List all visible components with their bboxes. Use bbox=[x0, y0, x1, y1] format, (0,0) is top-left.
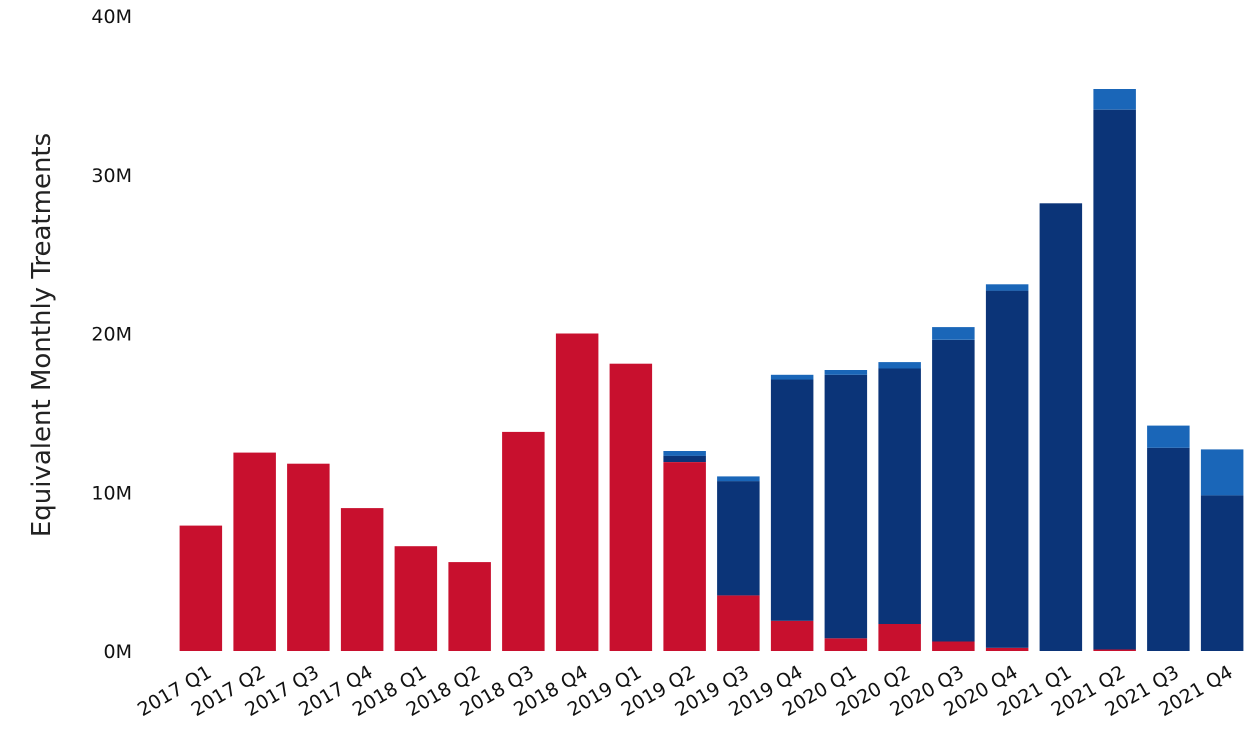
bars bbox=[179, 89, 1244, 652]
bar-segment bbox=[1147, 447, 1190, 651]
bar-segment bbox=[287, 463, 330, 651]
bar-segment bbox=[1147, 425, 1190, 448]
bar-segment bbox=[340, 508, 384, 651]
bar-segment bbox=[663, 451, 706, 456]
bar-segment bbox=[663, 462, 706, 651]
bar-segment bbox=[394, 546, 438, 651]
bar-segment bbox=[878, 368, 921, 624]
bar-segment bbox=[932, 327, 975, 340]
bar-segment bbox=[1093, 649, 1136, 651]
bar-segment bbox=[717, 476, 760, 482]
bar-segment bbox=[663, 455, 706, 462]
bar-segment bbox=[1200, 449, 1244, 496]
y-axis-label: Equivalent Monthly Treatments bbox=[27, 133, 57, 537]
bar-segment bbox=[1039, 203, 1083, 652]
y-tick-label: 40M bbox=[91, 6, 132, 28]
bar-segment bbox=[502, 431, 545, 651]
bar-segment bbox=[770, 379, 814, 621]
bar-segment bbox=[824, 638, 868, 651]
y-tick-label: 30M bbox=[91, 165, 132, 187]
bar-segment bbox=[878, 362, 921, 369]
bar-segment bbox=[717, 481, 760, 596]
y-axis: 0M 10M 20M 30M 40M bbox=[91, 6, 132, 663]
bar-segment bbox=[1200, 495, 1244, 651]
y-tick-label: 10M bbox=[91, 482, 132, 504]
bar-segment bbox=[985, 290, 1029, 648]
bar-segment bbox=[1093, 109, 1136, 650]
y-tick-label: 0M bbox=[104, 641, 132, 663]
bar-segment bbox=[233, 452, 276, 651]
y-tick-label: 20M bbox=[91, 324, 132, 346]
bar-segment bbox=[932, 641, 975, 651]
bar-segment bbox=[932, 339, 975, 642]
bar-segment bbox=[985, 647, 1029, 651]
bar-segment bbox=[985, 284, 1029, 291]
bar-segment bbox=[1093, 89, 1136, 110]
bar-segment bbox=[179, 525, 223, 651]
bar-segment bbox=[448, 562, 491, 651]
bar-segment bbox=[555, 333, 599, 651]
bar-segment bbox=[770, 374, 814, 380]
bar-segment bbox=[609, 363, 653, 651]
bar-segment bbox=[717, 595, 760, 651]
bar-segment bbox=[824, 374, 868, 639]
bar-segment bbox=[770, 620, 814, 651]
bar-segment bbox=[824, 370, 868, 375]
bar-segment bbox=[878, 624, 921, 651]
